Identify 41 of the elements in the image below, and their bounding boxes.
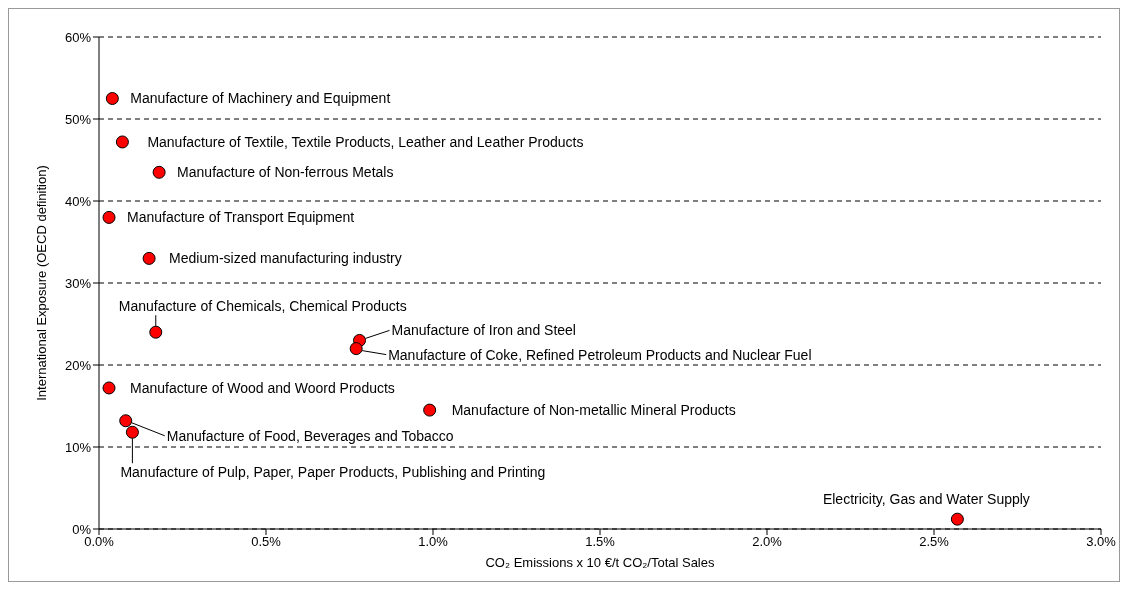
point xyxy=(125,425,139,439)
x-tick-label: 1.0% xyxy=(418,534,449,550)
annotation: Manufacture of Transport Equipment xyxy=(127,209,355,226)
y-tick-label: 10% xyxy=(64,439,92,455)
annotation: Manufacture of Non-metallic Mineral Products xyxy=(451,402,736,418)
annotation: Manufacture of Wood and Woord Products xyxy=(130,379,395,396)
annotation: Manufacture of Textile, Textile Products, Leather and Leather Products xyxy=(147,133,584,150)
x-tick-label: 3.0% xyxy=(1086,534,1117,550)
y-tick-label: 50% xyxy=(64,111,92,127)
point xyxy=(349,342,363,356)
point xyxy=(149,325,163,339)
annotation: Manufacture of Food, Beverages and Tobacco xyxy=(166,427,454,444)
annotation: Manufacture of Iron and Steel xyxy=(391,322,576,339)
annotation: Medium-sized manufacturing industry xyxy=(169,250,402,267)
point xyxy=(105,92,119,105)
x-tick-label: 0.5% xyxy=(251,534,282,550)
y-tick-label: 40% xyxy=(64,193,92,209)
point xyxy=(119,414,133,428)
point xyxy=(115,135,129,149)
y-tick-label: 30% xyxy=(64,275,92,291)
x-axis-title: CO₂ Emissions x 10 €/t CO₂/Total Sales xyxy=(485,555,715,570)
point xyxy=(423,403,437,417)
x-tick-label: 2.0% xyxy=(752,534,783,550)
x-tick-label: 2.5% xyxy=(919,534,950,550)
y-axis-title: International Exposure (OECD definition) xyxy=(33,165,49,401)
point xyxy=(142,251,156,265)
annotation: Electricity, Gas and Water Supply xyxy=(822,491,1030,508)
y-tick-label: 20% xyxy=(64,357,92,373)
annotation: Manufacture of Pulp, Paper, Paper Products, Publishing and Printing xyxy=(120,464,546,481)
y-tick-label: 0% xyxy=(72,521,92,537)
point xyxy=(102,210,116,224)
annotation: Manufacture of Machinery and Equipment xyxy=(130,90,391,107)
x-tick-label: 0.0% xyxy=(84,534,115,550)
x-tick-label: 1.5% xyxy=(585,534,616,550)
point xyxy=(950,512,964,526)
y-tick-label: 60% xyxy=(64,29,92,45)
annotation: Manufacture of Non-ferrous Metals xyxy=(177,164,394,181)
point xyxy=(102,381,116,395)
annotation: Manufacture of Chemicals, Chemical Products xyxy=(118,298,407,315)
point xyxy=(152,165,166,179)
annotation: Manufacture of Coke, Refined Petroleum Products and Nuclear Fuel xyxy=(388,346,812,363)
